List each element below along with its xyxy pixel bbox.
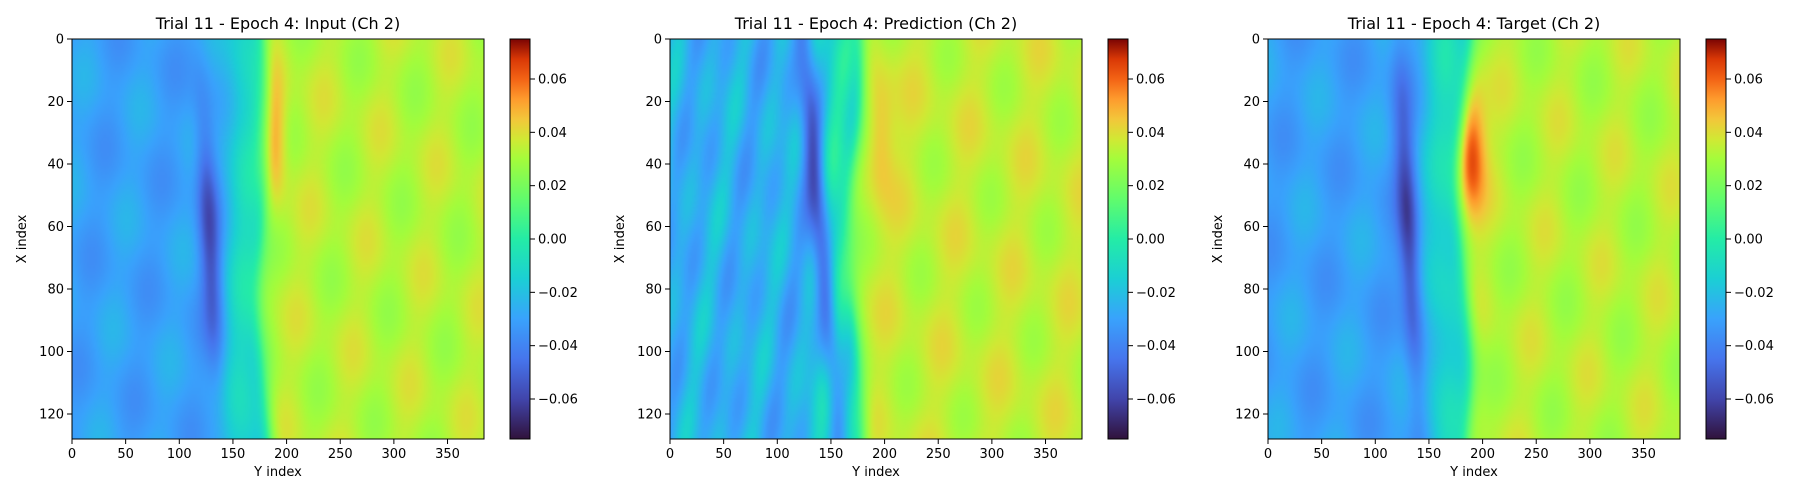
- colorbar-tick-label: −0.04: [538, 339, 578, 354]
- x-tick-label: 300: [1577, 447, 1602, 462]
- colorbar-tick-label: 0.06: [1136, 73, 1165, 88]
- x-tick-label: 200: [872, 447, 897, 462]
- colorbar-tick-label: 0.00: [538, 233, 567, 248]
- x-axis-label: Y index: [1449, 465, 1498, 480]
- colorbar-tick-label: −0.06: [538, 393, 578, 408]
- colorbar: [1107, 38, 1129, 440]
- x-tick-label: 0: [666, 447, 674, 462]
- colorbar: [509, 38, 531, 440]
- x-tick-label: 250: [926, 447, 951, 462]
- y-tick-label: 40: [1243, 158, 1260, 173]
- y-tick-label: 120: [637, 408, 662, 423]
- heatmap-image: [1268, 39, 1680, 439]
- x-tick-label: 350: [435, 447, 460, 462]
- colorbar-tick-label: −0.06: [1136, 393, 1176, 408]
- y-tick-label: 100: [637, 345, 662, 360]
- x-tick-label: 350: [1033, 447, 1058, 462]
- plot-frame: [71, 38, 485, 440]
- x-tick-label: 0: [68, 447, 76, 462]
- y-tick-label: 40: [47, 158, 64, 173]
- y-axis-label: X index: [613, 214, 628, 263]
- y-tick-label: 20: [645, 95, 662, 110]
- y-tick-label: 60: [645, 220, 662, 235]
- y-tick-label: 0: [56, 33, 64, 48]
- x-tick-label: 50: [715, 447, 732, 462]
- x-tick-label: 150: [819, 447, 844, 462]
- x-axis-label: Y index: [851, 465, 900, 480]
- colorbar-tick-label: −0.02: [538, 286, 578, 301]
- y-tick-label: 20: [1243, 95, 1260, 110]
- x-tick-label: 200: [274, 447, 299, 462]
- x-tick-label: 50: [1313, 447, 1330, 462]
- y-tick-label: 0: [1252, 33, 1260, 48]
- x-tick-label: 350: [1631, 447, 1656, 462]
- y-tick-label: 0: [654, 33, 662, 48]
- y-tick-label: 40: [645, 158, 662, 173]
- colorbar-tick-label: 0.02: [1136, 179, 1165, 194]
- colorbar-tick-label: −0.04: [1136, 339, 1176, 354]
- y-tick-label: 80: [645, 283, 662, 298]
- x-tick-label: 150: [1417, 447, 1442, 462]
- colorbar-tick-label: 0.06: [1734, 73, 1763, 88]
- x-tick-label: 50: [117, 447, 134, 462]
- colorbar: [1705, 38, 1727, 440]
- colorbar-tick-label: −0.02: [1734, 286, 1774, 301]
- colorbar-tick-label: 0.00: [1136, 233, 1165, 248]
- y-tick-label: 80: [1243, 283, 1260, 298]
- colorbar-tick-label: −0.06: [1734, 393, 1774, 408]
- colorbar-tick-label: 0.04: [1734, 126, 1763, 141]
- colorbar-tick-label: 0.02: [1734, 179, 1763, 194]
- x-tick-label: 100: [1363, 447, 1388, 462]
- chart-panel-2: Trial 11 - Epoch 4: Prediction (Ch 2) 0 50…: [613, 14, 1176, 480]
- colorbar-tick-label: −0.02: [1136, 286, 1176, 301]
- y-tick-label: 120: [1235, 408, 1260, 423]
- chart-title: Trial 11 - Epoch 4: Prediction (Ch 2): [734, 14, 1017, 33]
- x-tick-label: 0: [1264, 447, 1272, 462]
- colorbar-tick-label: 0.00: [1734, 233, 1763, 248]
- y-tick-label: 100: [1235, 345, 1260, 360]
- plot-frame: [669, 38, 1083, 440]
- colorbar-tick-label: 0.04: [538, 126, 567, 141]
- heatmap-image: [670, 39, 1082, 439]
- y-tick-label: 60: [1243, 220, 1260, 235]
- x-tick-label: 100: [167, 447, 192, 462]
- x-axis-label: Y index: [253, 465, 302, 480]
- x-tick-label: 200: [1470, 447, 1495, 462]
- colorbar-tick-label: 0.06: [538, 73, 567, 88]
- plot-frame: [1267, 38, 1681, 440]
- x-tick-label: 300: [381, 447, 406, 462]
- chart-title: Trial 11 - Epoch 4: Input (Ch 2): [155, 14, 400, 33]
- chart-panel-1: Trial 11 - Epoch 4: Input (Ch 2) 0 50 100 15…: [15, 14, 578, 480]
- y-axis-label: X index: [1211, 214, 1226, 263]
- y-tick-label: 120: [39, 408, 64, 423]
- x-tick-label: 250: [1524, 447, 1549, 462]
- colorbar-tick-label: −0.04: [1734, 339, 1774, 354]
- chart-panel-3: Trial 11 - Epoch 4: Target (Ch 2) 0 50 100 1…: [1211, 14, 1774, 480]
- y-tick-label: 100: [39, 345, 64, 360]
- x-tick-label: 300: [979, 447, 1004, 462]
- x-tick-label: 150: [221, 447, 246, 462]
- colorbar-tick-label: 0.02: [538, 179, 567, 194]
- colorbar-tick-label: 0.04: [1136, 126, 1165, 141]
- y-tick-label: 80: [47, 283, 64, 298]
- y-axis-label: X index: [15, 214, 30, 263]
- y-tick-label: 60: [47, 220, 64, 235]
- chart-title: Trial 11 - Epoch 4: Target (Ch 2): [1347, 14, 1600, 33]
- x-tick-label: 100: [765, 447, 790, 462]
- x-tick-label: 250: [328, 447, 353, 462]
- heatmap-image: [72, 39, 484, 439]
- y-tick-label: 20: [47, 95, 64, 110]
